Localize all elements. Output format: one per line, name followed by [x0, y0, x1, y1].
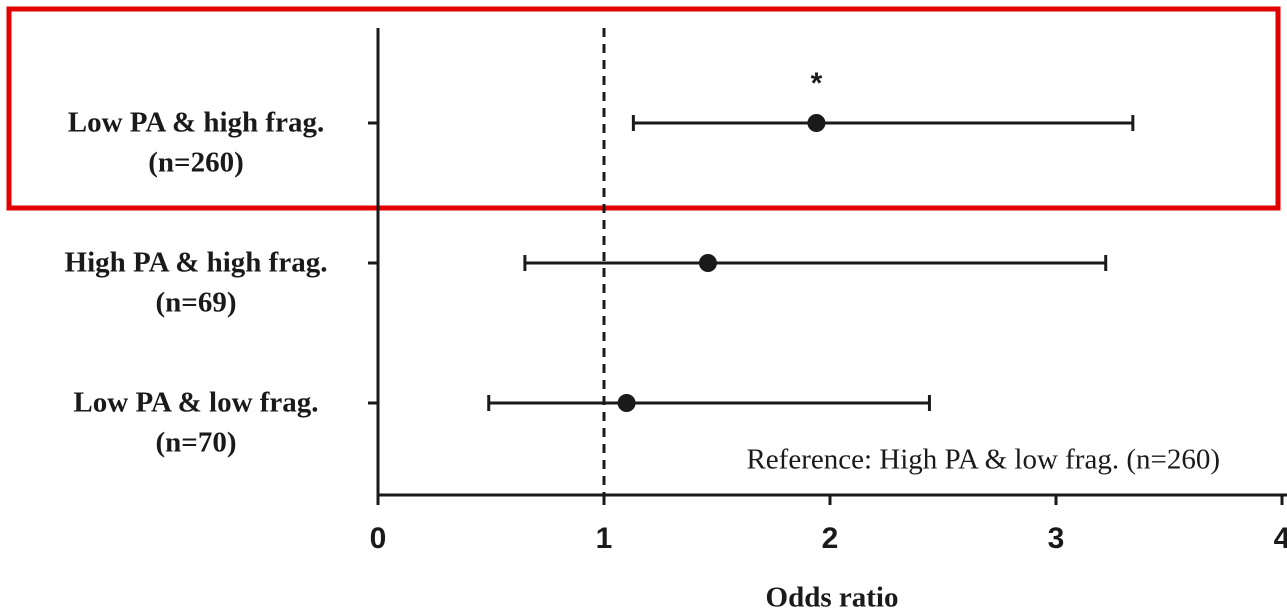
- y-tick-label: Low PA & high frag.: [68, 107, 324, 139]
- point: [807, 114, 826, 132]
- point: [617, 394, 636, 412]
- point: [698, 254, 717, 272]
- x-tick-label: 3: [1048, 522, 1065, 555]
- significance-mark: *: [811, 67, 823, 100]
- y-tick-label: (n=69): [156, 287, 237, 319]
- x-tick-label: 2: [822, 522, 839, 555]
- x-tick-label: 4: [1274, 522, 1287, 555]
- highlight-box: [6, 6, 1281, 211]
- y-tick-label: (n=70): [156, 427, 237, 459]
- y-tick-label: High PA & high frag.: [65, 247, 328, 279]
- reference-note: Reference: High PA & low frag. (n=260): [746, 444, 1220, 476]
- x-axis-label: Odds ratio: [766, 582, 899, 614]
- x-tick-label: 1: [596, 522, 613, 555]
- y-tick-label: (n=260): [148, 147, 243, 179]
- y-tick-label: Low PA & low frag.: [73, 387, 318, 419]
- x-tick-label: 0: [370, 522, 387, 555]
